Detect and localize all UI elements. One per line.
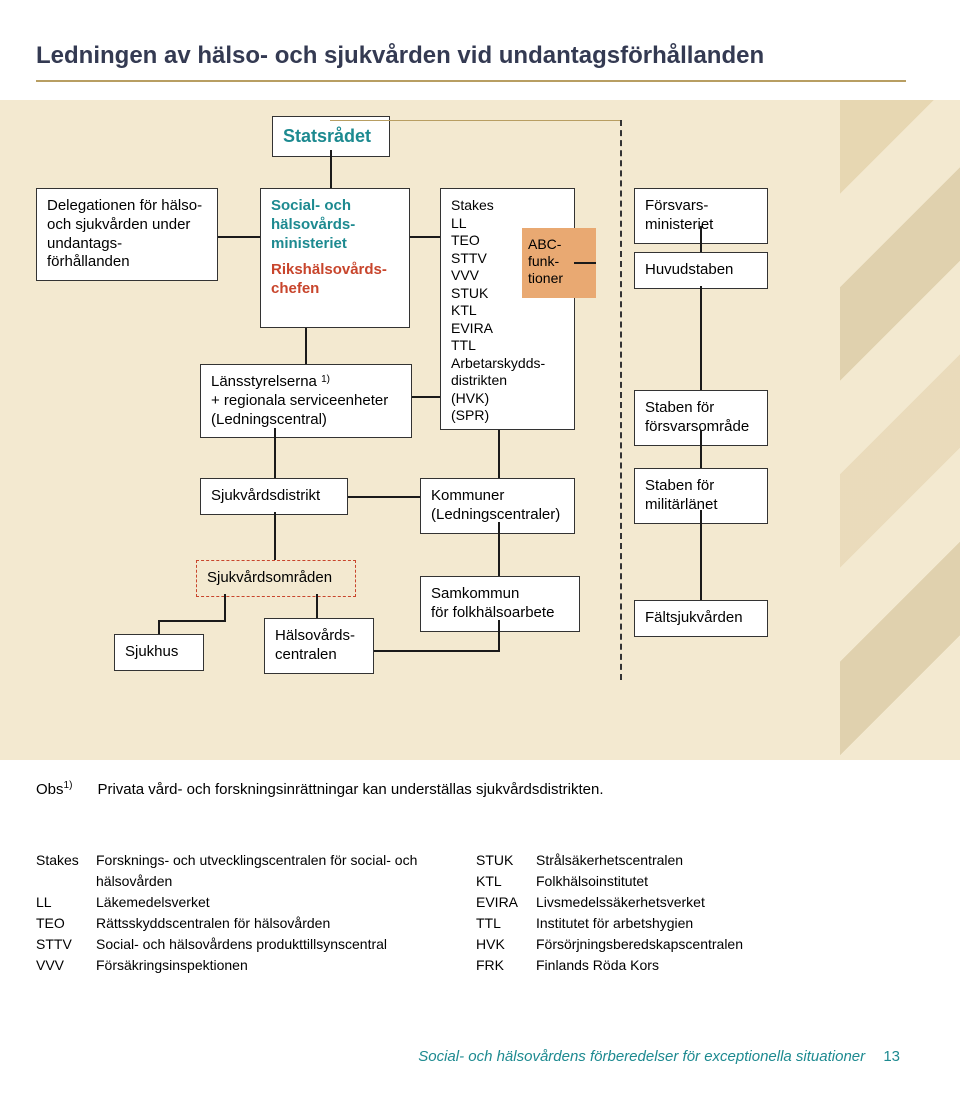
page-title: Ledningen av hälso- och sjukvården vid u…	[36, 42, 764, 70]
connector	[574, 262, 596, 264]
glossary-row: VVVFörsäkringsinspektionen	[36, 955, 476, 976]
glossary-full: Forsknings- och utvecklingscentralen för…	[96, 850, 476, 892]
text: Delegationen för hälso- och sjukvården u…	[47, 197, 202, 270]
connector	[330, 120, 620, 121]
glossary-row: KTLFolkhälsoinstitutet	[476, 871, 916, 892]
box-halsovardscentralen: Hälsovårds-centralen	[264, 618, 374, 674]
glossary-abbr: EVIRA	[476, 892, 536, 913]
connector	[700, 286, 702, 390]
connector	[700, 226, 702, 252]
box-lansstyrelserna: Länsstyrelserna 1)+ regionala serviceenh…	[200, 364, 412, 438]
glossary-abbr: STTV	[36, 934, 96, 955]
connector	[218, 236, 260, 238]
glossary-row: StakesForsknings- och utvecklingscentral…	[36, 850, 476, 892]
glossary-abbr: KTL	[476, 871, 536, 892]
glossary-abbr: LL	[36, 892, 96, 913]
glossary-full: Livsmedelssäkerhetsverket	[536, 892, 916, 913]
page: Ledningen av hälso- och sjukvården vid u…	[0, 0, 960, 1101]
glossary-full: Strålsäkerhetscentralen	[536, 850, 916, 871]
footer: Social- och hälsovårdens förberedelser f…	[418, 1048, 900, 1065]
connector	[374, 650, 500, 652]
glossary-row: STTVSocial- och hälsovårdens produkttill…	[36, 934, 476, 955]
connector	[498, 620, 500, 650]
connector	[224, 594, 226, 620]
glossary-full: Social- och hälsovårdens produkttillsyns…	[96, 934, 476, 955]
ministeriet-line1: Social- och hälsovårds-ministeriet	[271, 197, 399, 253]
glossary-abbr: Stakes	[36, 850, 96, 892]
glossary-abbr: VVV	[36, 955, 96, 976]
glossary-left: StakesForsknings- och utvecklingscentral…	[36, 850, 476, 976]
glossary-right: STUKStrålsäkerhetscentralenKTLFolkhälsoi…	[476, 850, 916, 976]
glossary-full: Läkemedelsverket	[96, 892, 476, 913]
box-samkommun: Samkommunför folkhälsoarbete	[420, 576, 580, 632]
glossary-row: EVIRALivsmedelssäkerhetsverket	[476, 892, 916, 913]
box-stakes-list: StakesLLTEOSTTVVVVSTUKKTLEVIRATTLArbetar…	[440, 188, 575, 430]
glossary-row: STUKStrålsäkerhetscentralen	[476, 850, 916, 871]
obs-note: Obs1) Privata vård- och forskningsinrätt…	[36, 780, 604, 798]
box-sjukvardsdistrikt: Sjukvårdsdistrikt	[200, 478, 348, 515]
decorative-pattern	[840, 100, 960, 760]
box-faltsjukvarden: Fältsjukvården	[634, 600, 768, 637]
box-delegation: Delegationen för hälso- och sjukvården u…	[36, 188, 218, 281]
glossary-abbr: TEO	[36, 913, 96, 934]
connector	[274, 428, 276, 478]
glossary-abbr: HVK	[476, 934, 536, 955]
glossary: StakesForsknings- och utvecklingscentral…	[36, 850, 916, 976]
connector	[412, 396, 440, 398]
connector	[274, 512, 276, 560]
connector	[316, 594, 318, 618]
connector	[158, 620, 226, 622]
connector	[498, 430, 500, 478]
glossary-full: Institutet för arbetshygien	[536, 913, 916, 934]
box-ministeriet: Social- och hälsovårds-ministeriet Riksh…	[260, 188, 410, 328]
dashed-divider	[620, 120, 622, 680]
connector	[330, 150, 332, 188]
box-sjukvardsomraden: Sjukvårdsområden	[196, 560, 356, 597]
connector	[700, 510, 702, 600]
box-sjukhus: Sjukhus	[114, 634, 204, 671]
glossary-full: Finlands Röda Kors	[536, 955, 916, 976]
glossary-full: Försörjningsberedskapscentralen	[536, 934, 916, 955]
glossary-row: FRKFinlands Röda Kors	[476, 955, 916, 976]
glossary-row: TEORättsskyddscentralen för hälsovården	[36, 913, 476, 934]
glossary-row: TTLInstitutet för arbetshygien	[476, 913, 916, 934]
connector	[305, 328, 307, 364]
glossary-full: Försäkringsinspektionen	[96, 955, 476, 976]
box-huvudstaben: Huvudstaben	[634, 252, 768, 289]
connector	[410, 236, 440, 238]
connector	[158, 620, 160, 634]
glossary-full: Folkhälsoinstitutet	[536, 871, 916, 892]
text: Länsstyrelserna 1)+ regionala serviceenh…	[211, 373, 388, 428]
glossary-full: Rättsskyddscentralen för hälsovården	[96, 913, 476, 934]
title-rule	[36, 80, 906, 82]
connector	[498, 522, 500, 576]
glossary-abbr: STUK	[476, 850, 536, 871]
connector	[700, 430, 702, 468]
ministeriet-line2: Rikshälsovårds-chefen	[271, 261, 399, 299]
glossary-abbr: FRK	[476, 955, 536, 976]
connector	[348, 496, 420, 498]
glossary-row: HVKFörsörjningsberedskapscentralen	[476, 934, 916, 955]
glossary-abbr: TTL	[476, 913, 536, 934]
glossary-row: LLLäkemedelsverket	[36, 892, 476, 913]
